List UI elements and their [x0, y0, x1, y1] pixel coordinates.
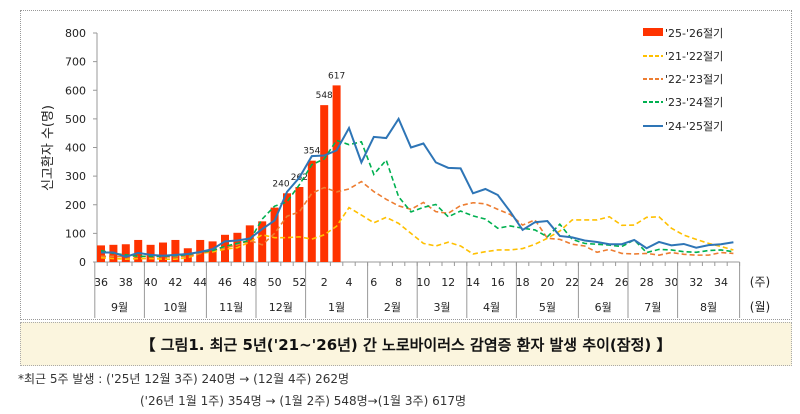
x-tick-label: 4 [346, 276, 353, 289]
norovirus-chart: 0 100 200 300 400 500 600 700 800 신고환자 수(명) 36 38 40… [41, 27, 770, 318]
x-tick-label: 40 [144, 276, 158, 289]
x-tick-label: 50 [268, 276, 282, 289]
x-tick-label: 34 [714, 276, 728, 289]
note-line-1: *최근 5주 발생 : ('25년 12월 3주) 240명 → (12월 4주… [18, 372, 350, 386]
y-tick-label: 300 [65, 170, 86, 183]
bar-25-26 [183, 248, 192, 262]
y-tick-label: 0 [79, 256, 86, 269]
x-tick-label: 24 [590, 276, 604, 289]
x-tick-label: 18 [516, 276, 530, 289]
x-tick-label: 10 [416, 276, 430, 289]
month-label: 10월 [163, 301, 187, 314]
chart-frame [20, 10, 792, 320]
legend-label: '24-'25절기 [665, 120, 723, 133]
legend-label: '22-'23절기 [665, 73, 723, 86]
x-tick-label: 42 [168, 276, 182, 289]
month-label: 11월 [219, 301, 243, 314]
x-tick-label: 6 [370, 276, 377, 289]
line-series-2425 [101, 116, 734, 258]
bar-25-26 [283, 193, 291, 262]
legend-label: '23-'24절기 [665, 96, 723, 109]
y-tick-label: 700 [65, 56, 86, 69]
month-label: 5월 [539, 301, 556, 314]
bar-25-26 [270, 207, 279, 262]
bar-25-26 [121, 244, 130, 262]
bar-data-label: 617 [328, 71, 345, 81]
x-tick-label: 20 [540, 276, 554, 289]
x-tick-label: 30 [664, 276, 678, 289]
y-axis-title: 신고환자 수(명) [41, 105, 56, 191]
y-tick-label: 200 [65, 199, 86, 212]
x-tick-label: 32 [689, 276, 703, 289]
bar-25-26 [159, 242, 167, 262]
x-tick-label: 52 [292, 276, 306, 289]
week-unit-label: (주) [750, 275, 770, 289]
x-tick-label: 8 [395, 276, 402, 289]
legend-swatch-bar [643, 28, 663, 36]
line-series-2223 [101, 180, 734, 258]
x-tick-label: 36 [94, 276, 108, 289]
month-label: 4월 [483, 301, 500, 314]
bar-25-26 [171, 239, 180, 262]
x-tick-label: 44 [193, 276, 207, 289]
bar-25-26 [332, 85, 341, 262]
month-label: 1월 [328, 301, 345, 314]
y-tick-label: 500 [65, 113, 86, 126]
month-label: 8월 [700, 301, 717, 314]
month-label: 7월 [644, 301, 661, 314]
x-tick-label: 46 [218, 276, 232, 289]
legend-label: '21-'22절기 [665, 50, 723, 63]
bar-25-26 [320, 105, 329, 262]
x-tick-label: 22 [565, 276, 579, 289]
bar-data-label: 240 [272, 179, 289, 189]
x-tick-label: 14 [466, 276, 480, 289]
legend-label: '25-'26절기 [665, 27, 723, 40]
bar-25-26 [245, 225, 254, 262]
month-label: 6월 [595, 301, 612, 314]
bar-25-26 [307, 160, 316, 262]
bar-25-26 [97, 245, 105, 262]
bar-25-26 [295, 187, 304, 262]
y-tick-label: 100 [65, 227, 86, 240]
month-label: 3월 [433, 301, 450, 314]
figure-caption: 【 그림1. 최근 5년('21~'26년) 간 노로바이러스 감염증 환자 발… [20, 322, 792, 366]
bar-data-label: 548 [316, 91, 333, 101]
month-label: 2월 [384, 301, 401, 314]
x-tick-label: 12 [441, 276, 455, 289]
month-label: 12월 [269, 301, 293, 314]
x-tick-label: 48 [243, 276, 257, 289]
bar-data-label: 354 [303, 147, 320, 157]
x-tick-label: 16 [491, 276, 505, 289]
x-tick-label: 2 [321, 276, 328, 289]
note-line-2: ('26년 1월 1주) 354명 → (1월 2주) 548명→(1월 3주)… [140, 394, 467, 408]
x-tick-label: 38 [119, 276, 133, 289]
y-tick-label: 400 [65, 142, 86, 155]
y-tick-label: 600 [65, 84, 86, 97]
x-tick-label: 28 [640, 276, 654, 289]
line-series-2122 [100, 206, 734, 260]
month-label: 9월 [111, 301, 128, 314]
month-unit-label: (월) [750, 300, 770, 314]
bar-25-26 [258, 221, 267, 262]
bar-25-26 [134, 239, 143, 262]
x-tick-label: 26 [615, 276, 629, 289]
bar-25-26 [146, 244, 155, 262]
y-tick-label: 800 [65, 27, 86, 40]
